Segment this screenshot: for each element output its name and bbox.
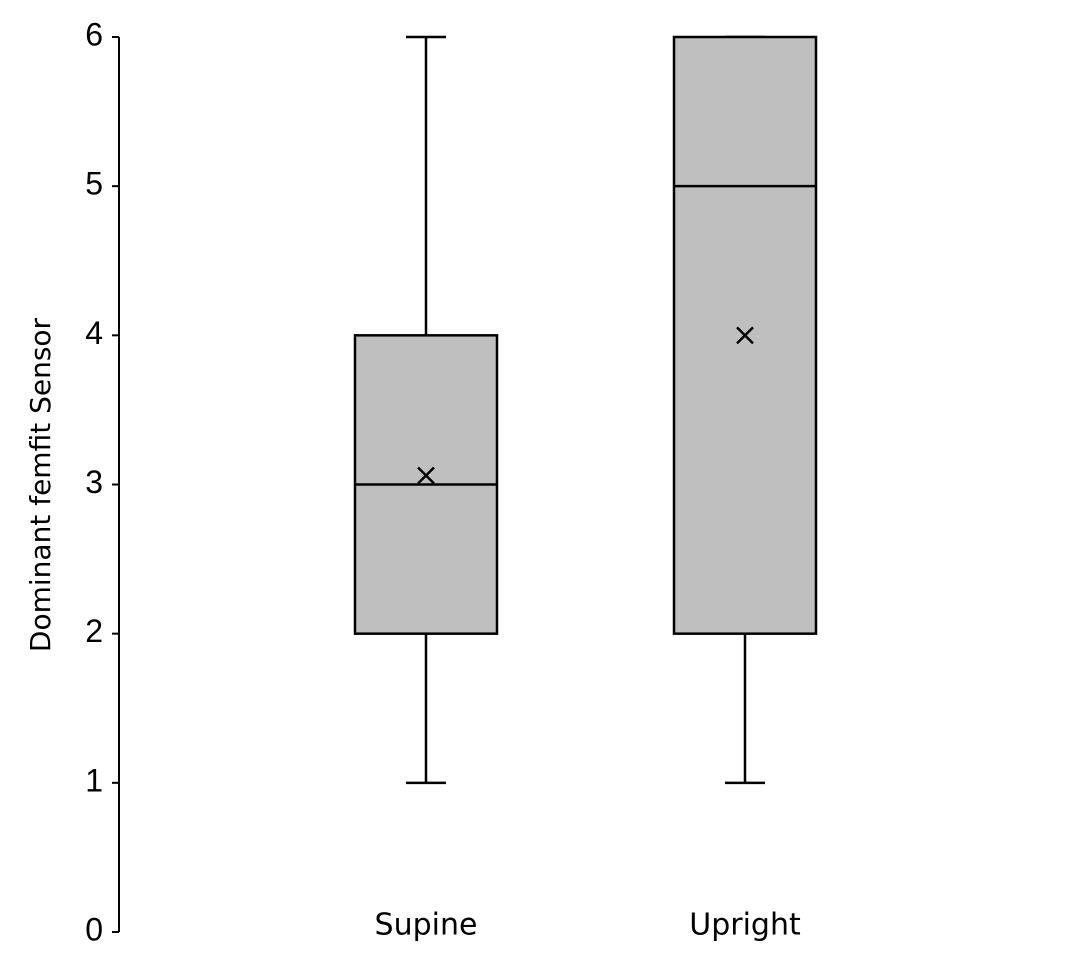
y-tick-label: 1 bbox=[85, 762, 103, 798]
mean-marker bbox=[417, 466, 435, 485]
y-tick-label: 2 bbox=[85, 613, 103, 649]
y-tick-label: 4 bbox=[85, 315, 103, 351]
y-axis-label: Dominant femfit Sensor bbox=[24, 317, 57, 652]
y-tick-label: 0 bbox=[85, 911, 103, 947]
y-tick-label: 5 bbox=[85, 166, 103, 202]
mean-marker bbox=[736, 326, 754, 345]
y-tick-label: 3 bbox=[85, 464, 103, 500]
y-tick-label: 6 bbox=[85, 16, 103, 52]
x-tick-label: Upright bbox=[689, 908, 801, 943]
x-tick-label: Supine bbox=[375, 908, 478, 943]
